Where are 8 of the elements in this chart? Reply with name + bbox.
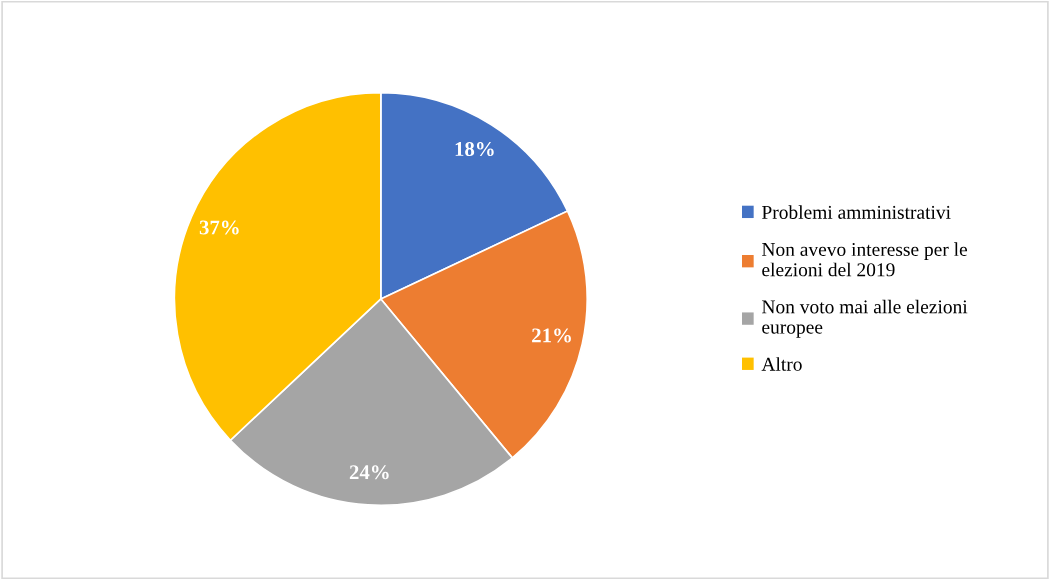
- legend-label: Non avevo interesse per le elezioni del 2019: [762, 242, 968, 277]
- data-label: 37%: [199, 220, 239, 235]
- data-label: 18%: [455, 142, 494, 157]
- data-label: 24%: [349, 465, 389, 480]
- legend-label: Altro: [761, 357, 802, 371]
- data-label: 21%: [532, 328, 571, 343]
- legend-label: Non voto mai alle elezioni europee: [762, 299, 968, 338]
- legend-label: Problemi amministrativi: [762, 205, 951, 219]
